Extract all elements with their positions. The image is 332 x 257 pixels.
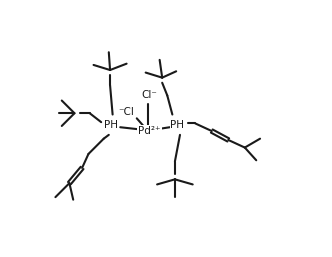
Text: Pd²⁺: Pd²⁺ [138,126,161,136]
Text: Cl⁻: Cl⁻ [141,90,157,100]
Text: PH: PH [170,120,185,130]
Text: PH: PH [104,120,118,130]
Text: ⁻Cl: ⁻Cl [119,107,134,117]
